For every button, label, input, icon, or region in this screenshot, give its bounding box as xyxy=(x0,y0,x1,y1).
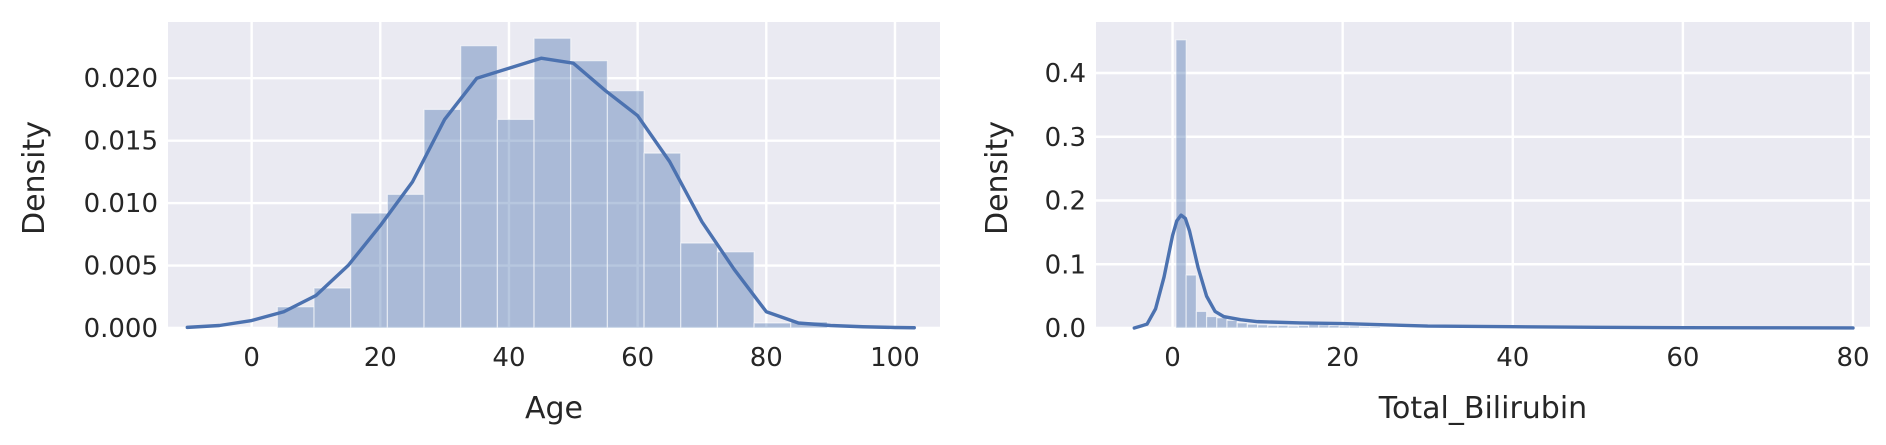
age-histogram-bar xyxy=(460,45,498,329)
bilirubin-histogram-bar xyxy=(1216,317,1228,329)
age-y-tick-label: 0.020 xyxy=(84,64,158,94)
age-x-tick-label: 0 xyxy=(243,343,260,373)
bilirubin-histogram-bar xyxy=(1246,323,1259,329)
bilirubin-histogram-bar xyxy=(1359,326,1371,329)
age-x-tick-label: 40 xyxy=(492,343,525,373)
age-kde-line xyxy=(185,56,916,330)
bilirubin-y-tick-label: 0.4 xyxy=(1045,59,1086,89)
bilirubin-plot-area xyxy=(1096,22,1870,328)
bilirubin-histogram-bar xyxy=(1185,274,1197,329)
bilirubin-histogram-bar xyxy=(1318,324,1330,329)
age-y-tick-label: 0.015 xyxy=(84,127,158,157)
bilirubin-histogram-bar xyxy=(1338,325,1351,329)
bilirubin-y-tick-label: 0.1 xyxy=(1045,250,1086,280)
bilirubin-histogram-bar xyxy=(1287,325,1300,329)
age-x-tick-label: 20 xyxy=(364,343,397,373)
age-histogram-bar xyxy=(423,108,462,329)
bilirubin-histogram-bar xyxy=(1277,324,1289,329)
age-x-axis-label: Age xyxy=(525,391,583,426)
age-plot-area xyxy=(168,22,940,328)
bilirubin-kde-line xyxy=(1132,213,1855,330)
bilirubin-histogram-bar xyxy=(1369,326,1381,329)
bilirubin-histogram-bar xyxy=(1175,39,1187,329)
age-histogram-bar xyxy=(350,212,388,329)
age-y-tick-label: 0.000 xyxy=(84,314,158,344)
age-histogram-bar xyxy=(533,37,572,329)
age-histogram-bar xyxy=(570,60,608,329)
age-histogram-bar xyxy=(753,322,792,329)
total-bilirubin-density-plot: Total_Bilirubin Density 0 20 40 60 80 0.0 0.1 0… xyxy=(980,22,1870,426)
bilirubin-y-tick-label: 0.2 xyxy=(1045,187,1086,217)
age-x-tick-label: 100 xyxy=(870,343,920,373)
age-y-axis-label: Density xyxy=(17,121,52,235)
bilirubin-y-tick-label: 0.3 xyxy=(1045,123,1086,153)
bilirubin-histogram-bar xyxy=(1226,319,1238,329)
bilirubin-histogram-bar xyxy=(1267,324,1279,329)
age-x-tick-label: 80 xyxy=(750,343,783,373)
age-histogram-bar xyxy=(606,90,645,329)
age-histogram-bar xyxy=(386,193,425,329)
bilirubin-x-tick-label: 80 xyxy=(1836,343,1869,373)
bilirubin-x-tick-label: 40 xyxy=(1496,343,1529,373)
bilirubin-x-tick-label: 60 xyxy=(1666,343,1699,373)
age-histogram-bar xyxy=(276,306,315,329)
bilirubin-histogram-bar xyxy=(1348,325,1361,329)
age-histogram-bar xyxy=(680,242,719,329)
bilirubin-y-axis-label: Density xyxy=(980,121,1015,235)
age-histogram-bar xyxy=(643,152,682,329)
bilirubin-histogram-bar xyxy=(1297,324,1310,329)
bilirubin-y-tick-label: 0.0 xyxy=(1045,314,1086,344)
bilirubin-x-tick-label: 0 xyxy=(1164,343,1181,373)
bilirubin-histogram-bar xyxy=(1257,324,1269,329)
bilirubin-histogram-bar xyxy=(1328,324,1340,329)
age-y-tick-label: 0.010 xyxy=(84,189,158,219)
bilirubin-histogram-bar xyxy=(1236,322,1248,329)
bilirubin-x-axis-label: Total_Bilirubin xyxy=(1378,391,1587,426)
age-density-plot: Age Density 0 20 40 60 80 100 0.000 0.005 0.010 0… xyxy=(17,22,940,426)
age-histogram-bar xyxy=(496,118,535,329)
bilirubin-histogram-bar xyxy=(1195,310,1208,329)
age-x-tick-label: 60 xyxy=(621,343,654,373)
age-y-tick-label: 0.005 xyxy=(84,252,158,282)
bilirubin-histogram-bar xyxy=(1205,315,1218,329)
bilirubin-x-tick-label: 20 xyxy=(1326,343,1359,373)
